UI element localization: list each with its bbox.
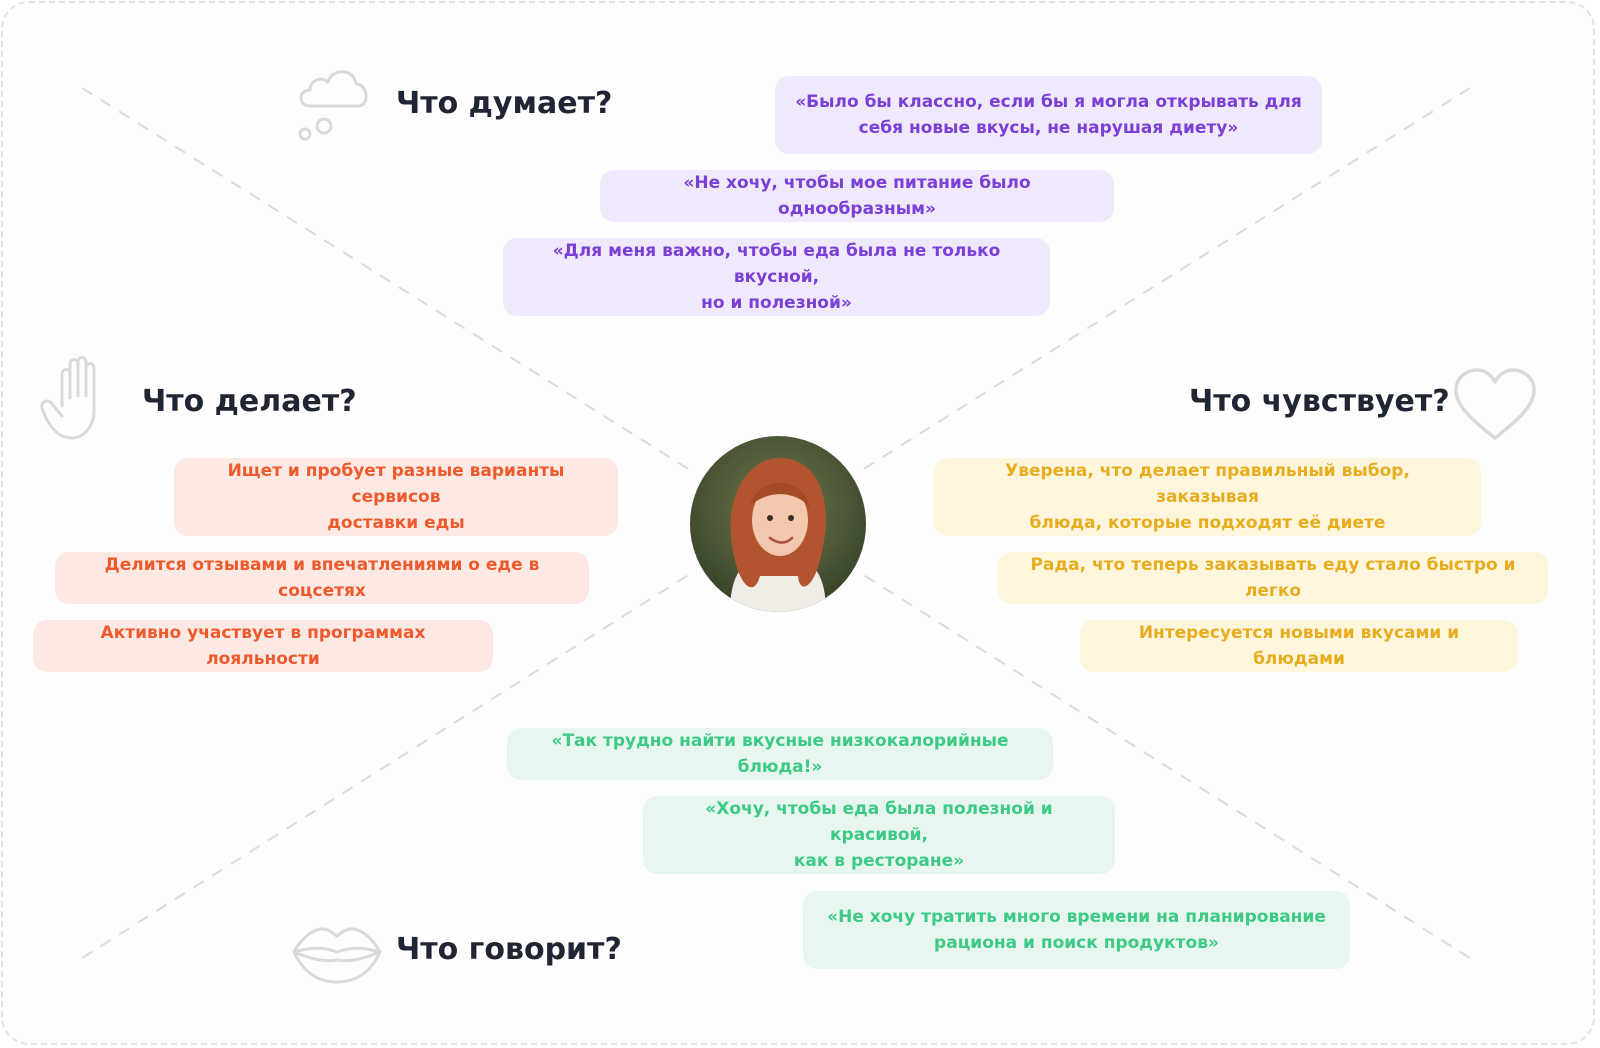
feels-item-2: Рада, что теперь заказывать еду стало бы… — [998, 552, 1548, 604]
feels-item-1: Уверена, что делает правильный выбор, за… — [934, 458, 1481, 536]
says-item-3: «Не хочу тратить много времени на планир… — [803, 891, 1350, 969]
divider-line-bottom-right — [861, 573, 1471, 959]
divider-line-top-right — [861, 87, 1471, 471]
raised-hand-icon — [40, 356, 96, 440]
does-item-2: Делится отзывами и впечатлениями о еде в… — [55, 552, 589, 604]
does-item-1: Ищет и пробует разные варианты сервисов … — [174, 458, 618, 536]
thinks-item-3: «Для меня важно, чтобы еда была не тольк… — [503, 238, 1050, 316]
section-title-thinks: Что думает? — [396, 86, 613, 121]
feels-item-3: Интересуется новыми вкусами и блюдами — [1080, 620, 1518, 672]
thinks-item-2: «Не хочу, чтобы мое питание было однообр… — [600, 170, 1114, 222]
says-item-1: «Так трудно найти вкусные низкокалорийны… — [507, 728, 1053, 780]
section-title-feels: Что чувствует? — [1189, 384, 1450, 419]
thinks-item-1: «Было бы классно, если бы я могла открыв… — [775, 76, 1322, 154]
avatar — [690, 436, 866, 612]
thought-cloud-icon — [298, 70, 368, 141]
does-item-3: Активно участвует в программах лояльност… — [33, 620, 493, 672]
heart-icon — [1454, 368, 1536, 440]
section-title-says: Что говорит? — [396, 932, 622, 967]
divider-line-top-left — [81, 87, 691, 471]
section-title-does: Что делает? — [142, 384, 357, 419]
divider-line-bottom-left — [81, 573, 691, 959]
lips-icon — [292, 927, 382, 984]
says-item-2: «Хочу, чтобы еда была полезной и красиво… — [643, 796, 1115, 874]
